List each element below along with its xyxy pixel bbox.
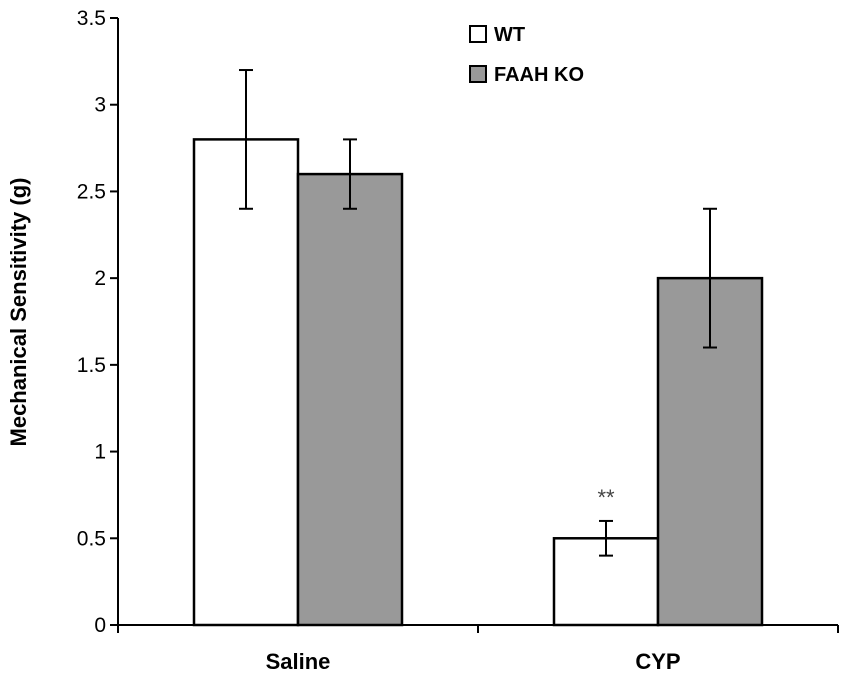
- error-bars: [239, 69, 717, 557]
- legend-swatch: [469, 25, 487, 43]
- legend-label: WT: [494, 24, 525, 46]
- y-tick-label: 3: [94, 94, 106, 117]
- axes: 0 0.5 1 1.5 2 2.5 3 3.5 Saline CYP: [77, 7, 839, 674]
- x-category-label: Saline: [266, 649, 331, 674]
- y-tick-label: 2: [94, 267, 106, 290]
- y-tick-label: 0: [94, 614, 106, 637]
- y-tick-label: 1: [94, 441, 106, 464]
- y-tick-label: 3.5: [77, 7, 106, 30]
- significance-marker: **: [597, 485, 615, 510]
- y-tick-label: 1.5: [77, 354, 106, 377]
- y-tick-label: 2.5: [77, 180, 106, 203]
- legend: WT FAAH KO: [469, 24, 584, 86]
- y-tick-label: 0.5: [77, 527, 106, 550]
- legend-swatch: [469, 65, 487, 83]
- x-category-label: CYP: [635, 649, 680, 674]
- legend-label: FAAH KO: [494, 64, 584, 86]
- bar-faah-ko-saline: [296, 172, 404, 627]
- bars: [192, 138, 764, 627]
- annotations: **: [597, 485, 615, 510]
- y-axis-title: Mechanical Sensitivity (g): [6, 178, 31, 447]
- bar-wt-saline: [192, 138, 300, 627]
